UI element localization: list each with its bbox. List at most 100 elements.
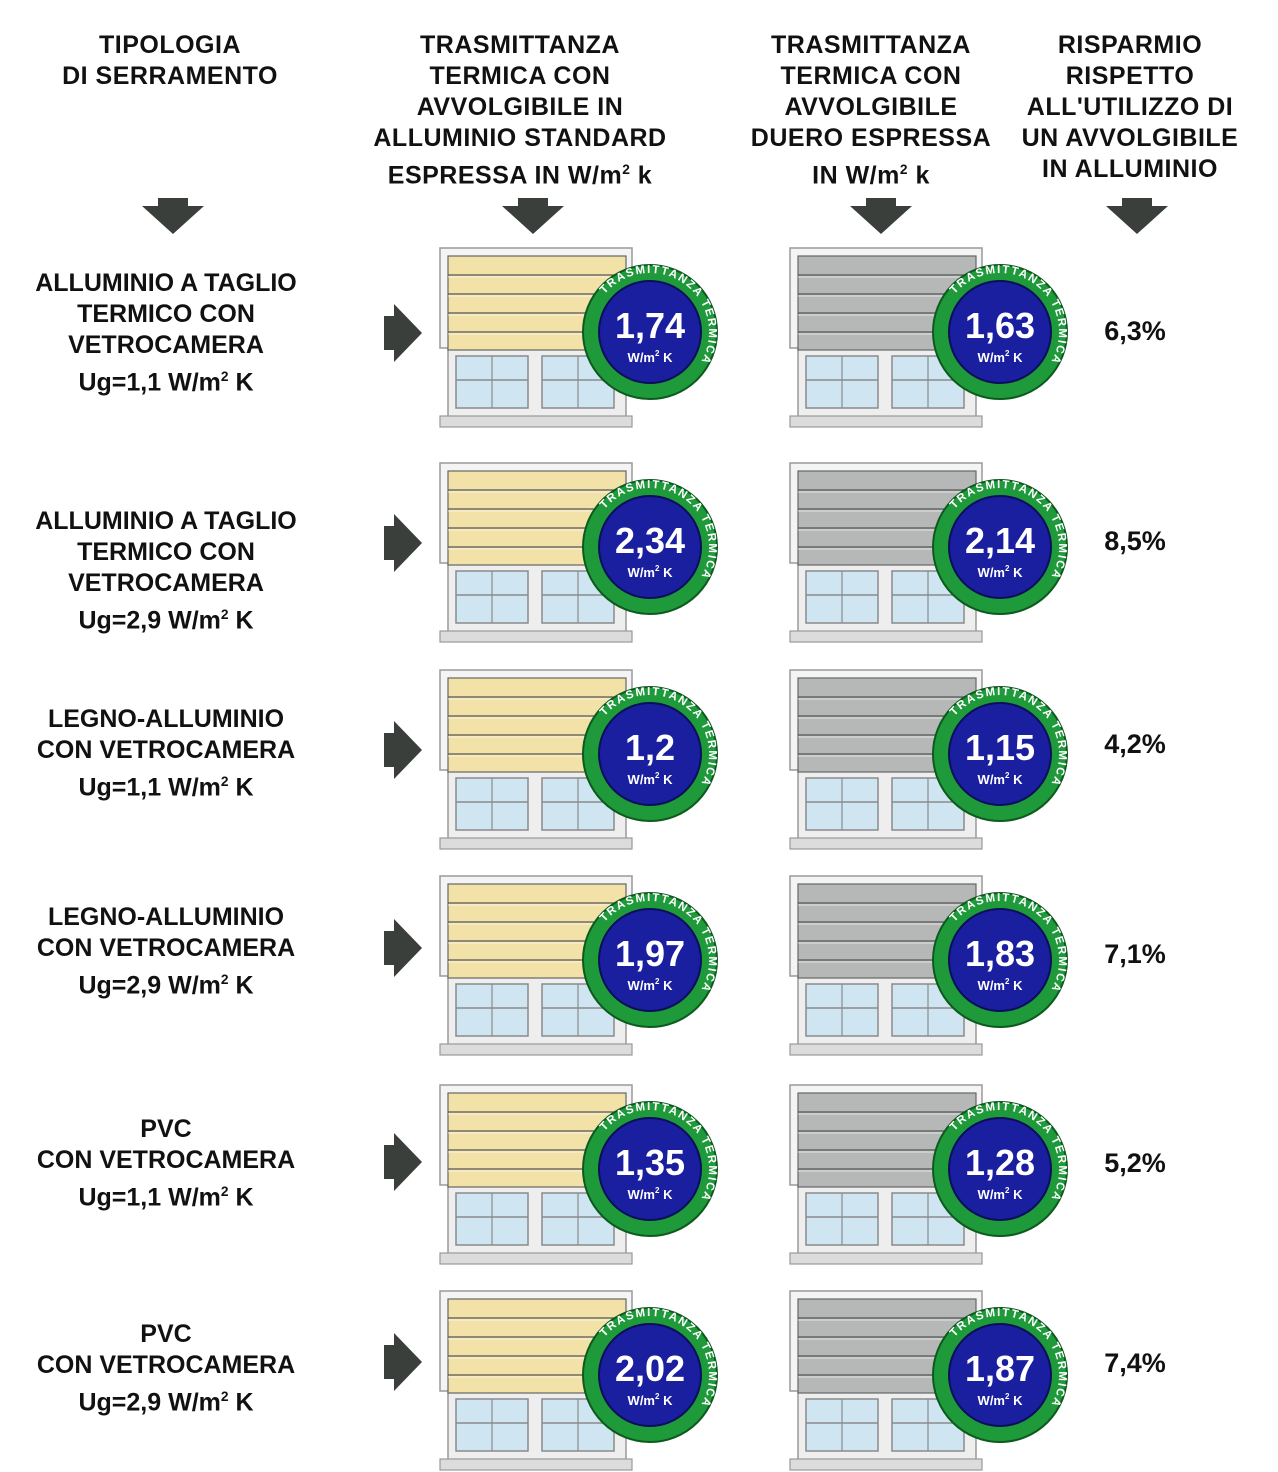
header-line: TERMICA CON [780, 62, 962, 90]
badge-value: 1,2 [625, 727, 675, 768]
row-label-line: VETROCAMERA [68, 331, 264, 359]
row-label: PVC CON VETROCAMERA Ug=1,1 W/m2 K [10, 1114, 322, 1213]
arrow-right-icon [384, 721, 422, 779]
arrow-down-icon [1106, 198, 1168, 234]
row-label-line: Ug=1,1 W/m2 K [78, 772, 254, 801]
header-line: TRASMITTANZA [420, 31, 620, 59]
row-label-line: TERMICO CON [77, 300, 255, 328]
arrow-right-icon [384, 1133, 422, 1191]
badge-unit: W/m2 K [628, 771, 674, 787]
header-line: ALLUMINIO STANDARD [373, 124, 667, 152]
saving-percentage: 7,4% [1104, 1348, 1166, 1378]
header-line: IN ALLUMINIO [1042, 155, 1218, 183]
badge-value: 2,34 [615, 520, 685, 561]
row-label-line: Ug=2,9 W/m2 K [78, 970, 254, 999]
badge-unit: W/m2 K [978, 1392, 1024, 1408]
row-label-line: CON VETROCAMERA [36, 1145, 296, 1174]
duero-shutter [797, 470, 977, 566]
row-label-line: TERMICO CON [77, 538, 255, 566]
header-line: AVVOLGIBILE [784, 93, 958, 121]
header-line: DUERO ESPRESSA [750, 124, 992, 152]
row-label: LEGNO-ALLUMINIO CON VETROCAMERA Ug=1,1 W/m… [10, 704, 322, 803]
header-line: RISPETTO [1065, 62, 1195, 90]
header-line: UN AVVOLGIBILE [1021, 124, 1239, 152]
row-label: ALLUMINIO A TAGLIO TERMICO CON VETROCAMERA… [10, 268, 322, 398]
window-glass [455, 355, 615, 409]
window-glass [455, 983, 615, 1037]
badge-value: 1,15 [965, 727, 1035, 768]
badge-unit: W/m2 K [978, 771, 1024, 787]
badge-value: 1,63 [965, 305, 1035, 346]
badge-value: 2,14 [965, 520, 1035, 561]
row-label: LEGNO-ALLUMINIO CON VETROCAMERA Ug=2,9 W/m… [10, 902, 322, 1001]
badge-value: 1,28 [965, 1142, 1035, 1183]
saving-percentage: 6,3% [1104, 316, 1166, 346]
badge-value: 2,02 [615, 1348, 685, 1389]
header-line: ALL'UTILIZZO DI [1026, 93, 1234, 121]
window-glass [455, 1398, 615, 1452]
arrow-down-icon [502, 198, 564, 234]
arrow-right-icon [384, 514, 422, 572]
row-label-line: PVC [140, 1319, 192, 1348]
row-label-line: ALLUMINIO A TAGLIO [35, 269, 297, 297]
arrow-right-icon [384, 919, 422, 977]
badge-unit: W/m2 K [978, 349, 1024, 365]
header-line: TIPOLOGIA [99, 31, 241, 59]
badge-value: 1,74 [615, 305, 685, 346]
saving-percentage: 5,2% [1104, 1148, 1166, 1178]
header-line: IN W/m2 k [812, 161, 930, 190]
header-duero: TRASMITTANZA TERMICA CON AVVOLGIBILE DUERO … [740, 30, 1002, 191]
header-line: TRASMITTANZA [771, 31, 971, 59]
row-label-line: LEGNO-ALLUMINIO [47, 704, 285, 733]
badge-unit: W/m2 K [978, 1186, 1024, 1202]
arrow-right-icon [384, 304, 422, 362]
badge-unit: W/m2 K [628, 564, 674, 580]
arrow-down-icon [850, 198, 912, 234]
row-label-line: Ug=2,9 W/m2 K [78, 606, 254, 635]
header-line: AVVOLGIBILE IN [416, 93, 624, 121]
window-glass [805, 777, 965, 831]
header-standard: TRASMITTANZA TERMICA CON AVVOLGIBILE IN ALL… [355, 30, 685, 191]
badge-value: 1,87 [965, 1348, 1035, 1389]
arrow-right-icon [384, 1333, 422, 1391]
header-line: RISPARMIO [1057, 31, 1203, 59]
row-label-line: Ug=1,1 W/m2 K [78, 368, 254, 397]
row-label-line: CON VETROCAMERA [36, 1350, 296, 1379]
row-label-line: Ug=2,9 W/m2 K [78, 1387, 254, 1416]
arrow-down-icon [142, 198, 204, 234]
saving-percentage: 7,1% [1104, 939, 1166, 969]
row-label: ALLUMINIO A TAGLIO TERMICO CON VETROCAMERA… [10, 506, 322, 636]
badge-unit: W/m2 K [628, 1186, 674, 1202]
saving-percentage: 4,2% [1104, 729, 1166, 759]
row-label-line: ALLUMINIO A TAGLIO [35, 507, 297, 535]
header-tipologia: TIPOLOGIA DI SERRAMENTO [30, 30, 310, 92]
badge-value: 1,35 [615, 1142, 685, 1183]
header-line: DI SERRAMENTO [62, 62, 278, 90]
badge-unit: W/m2 K [628, 1392, 674, 1408]
header-line: ESPRESSA IN W/m2 k [387, 161, 653, 190]
badge-unit: W/m2 K [978, 564, 1024, 580]
row-label-line: Ug=1,1 W/m2 K [78, 1182, 254, 1211]
row-label: PVC CON VETROCAMERA Ug=2,9 W/m2 K [10, 1319, 322, 1418]
row-label-line: CON VETROCAMERA [36, 735, 296, 764]
